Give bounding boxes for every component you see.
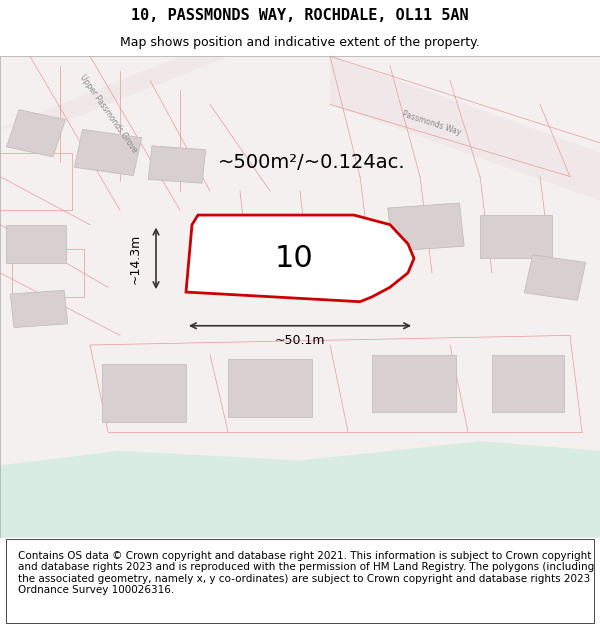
Bar bbox=[7, 109, 65, 157]
Bar bbox=[102, 364, 186, 422]
Bar bbox=[228, 359, 312, 418]
Bar bbox=[10, 290, 68, 328]
Text: Map shows position and indicative extent of the property.: Map shows position and indicative extent… bbox=[120, 36, 480, 49]
Polygon shape bbox=[330, 56, 600, 201]
Text: 10: 10 bbox=[275, 244, 313, 273]
Text: ~500m²/~0.124ac.: ~500m²/~0.124ac. bbox=[218, 152, 406, 172]
Text: 10, PASSMONDS WAY, ROCHDALE, OL11 5AN: 10, PASSMONDS WAY, ROCHDALE, OL11 5AN bbox=[131, 8, 469, 23]
Bar bbox=[388, 203, 464, 251]
Polygon shape bbox=[186, 215, 414, 302]
Bar bbox=[524, 255, 586, 301]
Text: ~14.3m: ~14.3m bbox=[128, 233, 142, 284]
Polygon shape bbox=[0, 441, 600, 538]
Bar bbox=[480, 215, 552, 258]
Bar bbox=[492, 354, 564, 412]
Text: Contains OS data © Crown copyright and database right 2021. This information is : Contains OS data © Crown copyright and d… bbox=[18, 551, 594, 596]
Text: ~50.1m: ~50.1m bbox=[275, 334, 325, 347]
Bar bbox=[372, 354, 456, 412]
Bar bbox=[148, 146, 206, 183]
Bar bbox=[6, 224, 66, 263]
Polygon shape bbox=[0, 56, 228, 129]
Bar bbox=[74, 129, 142, 176]
Text: Upper Passmonds Grove: Upper Passmonds Grove bbox=[77, 73, 139, 155]
Text: Passmonds Way: Passmonds Way bbox=[401, 110, 463, 138]
